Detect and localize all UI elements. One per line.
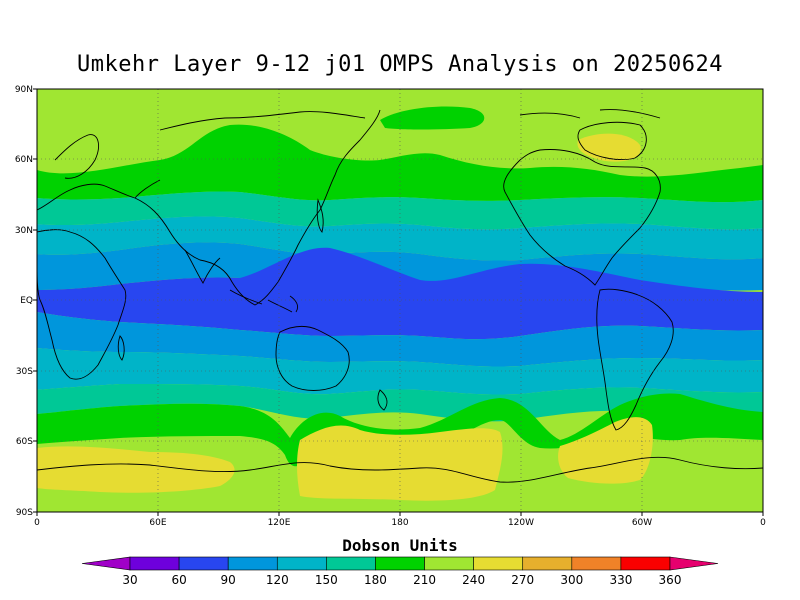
colorbar-level-label: 360 <box>659 573 682 587</box>
coastline-india <box>184 249 221 284</box>
contour-south-120 <box>37 312 763 367</box>
colorbar-swatch <box>473 556 524 571</box>
coastline-africa <box>37 229 127 380</box>
colorbar-level-label: 60 <box>171 573 186 587</box>
coastline-indonesia <box>229 289 299 313</box>
contour-south-270-east <box>558 417 653 484</box>
lon-tick: 0 <box>34 518 40 528</box>
contour-south-180 <box>37 384 763 422</box>
lat-axis: 90N 60N 30N EQ 30S 60S 90S <box>15 85 37 518</box>
coastline-madagascar <box>117 335 125 361</box>
colorbar-swatch <box>424 556 474 571</box>
contour-south-270-west <box>37 446 235 493</box>
contour-north-180 <box>37 191 763 230</box>
contour-south-150 <box>37 348 763 395</box>
coastline-japan <box>316 198 324 233</box>
coastline-arctic-asia <box>159 111 366 131</box>
colorbar-level-label: 180 <box>364 573 387 587</box>
colorbar-swatch <box>522 556 573 571</box>
lat-tick: 60N <box>15 155 33 165</box>
lon-tick: 60E <box>149 518 166 528</box>
lon-axis: 0 60E 120E 180 120W 60W 0 <box>34 512 766 528</box>
contour-north-210-patch <box>380 106 485 130</box>
contour-north-210 <box>37 124 763 203</box>
lon-tick: 120W <box>508 518 534 528</box>
colorbar-level-label: 330 <box>609 573 632 587</box>
gridlines <box>37 89 763 512</box>
colorbar-swatch <box>571 556 622 571</box>
coastline-scandinavia <box>54 134 99 179</box>
colorbar-swatch <box>620 556 671 571</box>
lon-tick: 180 <box>391 518 408 528</box>
colorbar-swatch <box>375 556 425 571</box>
colorbar-level-label: 120 <box>266 573 289 587</box>
lat-tick: 30N <box>15 226 33 236</box>
lon-tick: 120E <box>268 518 291 528</box>
contour-north-150 <box>37 216 763 261</box>
colorbar: 30 60 90 120 150 180 210 240 270 300 330 360 <box>81 556 719 587</box>
lat-tick: 90S <box>16 508 33 518</box>
coastline-canadian-arctic <box>519 109 661 119</box>
colorbar-arrow-high <box>669 556 719 571</box>
lon-tick: 0 <box>760 518 766 528</box>
coastline-north-america <box>503 149 661 286</box>
coastline-greenland <box>577 121 647 161</box>
colorbar-level-label: 300 <box>560 573 583 587</box>
colorbar-level-label: 210 <box>413 573 436 587</box>
colorbar-swatch <box>178 556 229 571</box>
lat-tick: EQ <box>20 296 33 306</box>
lat-tick: 30S <box>16 367 33 377</box>
lat-tick: 60S <box>16 437 33 447</box>
lat-tick: 90N <box>15 85 33 95</box>
colorbar-swatch <box>326 556 376 571</box>
colorbar-level-label: 240 <box>462 573 485 587</box>
contour-south-270-central <box>297 425 503 501</box>
lon-tick: 60W <box>632 518 652 528</box>
coastline-south-america <box>596 288 674 431</box>
coastline-new-zealand <box>377 389 388 411</box>
coastline-europe <box>37 179 161 211</box>
coastline-australia <box>275 325 350 391</box>
colorbar-level-label: 150 <box>315 573 338 587</box>
colorbar-level-label: 270 <box>511 573 534 587</box>
colorbar-level-label: 90 <box>221 573 236 587</box>
map-title: Umkehr Layer 9-12 j01 OMPS Analysis on 2… <box>76 52 724 77</box>
colorbar-swatch <box>129 556 180 571</box>
coastline-antarctica <box>37 456 763 483</box>
colorbar-arrow-low <box>81 556 131 571</box>
colorbar-units-label: Dobson Units <box>342 536 458 555</box>
coastlines <box>37 109 763 483</box>
colorbar-level-label: 30 <box>122 573 137 587</box>
contour-field <box>37 89 763 512</box>
coastline-asia <box>134 109 381 306</box>
colorbar-swatch <box>276 556 327 571</box>
colorbar-swatch <box>227 556 278 571</box>
